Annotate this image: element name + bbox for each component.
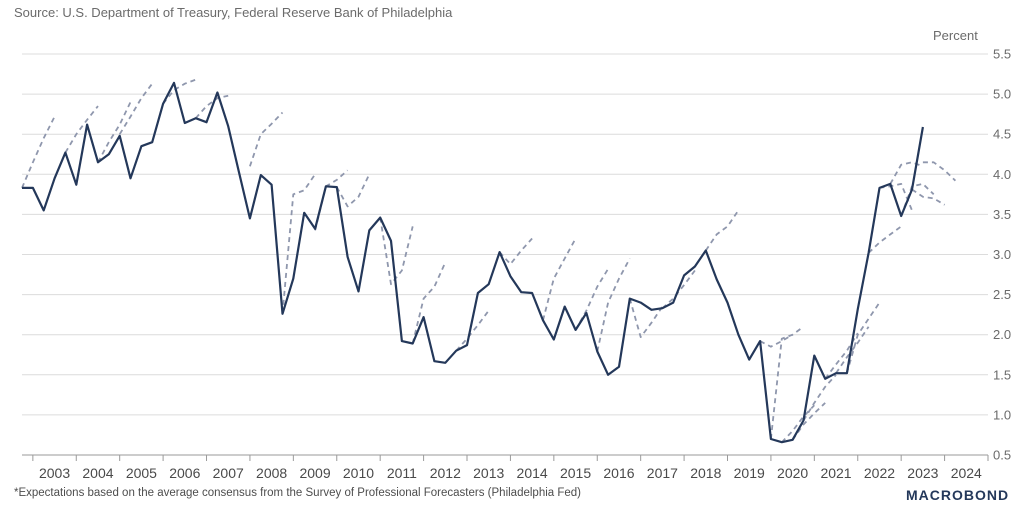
forecast-series-line [791, 402, 826, 441]
y-tick-label: 1.5 [993, 367, 1011, 382]
forecast-series-line [911, 188, 946, 206]
forecast-series-line [889, 161, 924, 185]
forecast-series-line [879, 183, 913, 211]
y-tick-label: 0.5 [993, 448, 1011, 463]
forecast-series-line [336, 173, 371, 208]
y-tick-label: 4.5 [993, 127, 1011, 142]
y-tick-label: 2.0 [993, 327, 1011, 342]
y-tick-label: 1.0 [993, 407, 1011, 422]
forecast-series-line [770, 325, 805, 440]
forecast-series-line [802, 374, 837, 421]
forecast-series-line [705, 209, 740, 252]
actual-series-line [22, 81, 924, 444]
forecast-series-line [542, 238, 577, 321]
x-tick-label: 2010 [343, 465, 374, 481]
x-tick-label: 2003 [39, 465, 70, 481]
forecast-series-line [846, 302, 881, 374]
x-tick-label: 2005 [126, 465, 157, 481]
actual-line [22, 81, 924, 444]
x-tick-label: 2017 [647, 465, 678, 481]
source-note: Source: U.S. Department of Treasury, Fed… [14, 5, 453, 20]
x-tick-label: 2007 [213, 465, 244, 481]
forecast-series-line [661, 269, 696, 309]
x-tick-label: 2012 [430, 465, 461, 481]
y-tick-label: 5.0 [993, 87, 1011, 102]
forecast-series-line [21, 116, 56, 189]
y-axis: 5.5 5.0 4.5 4.0 3.5 3.0 2.5 2.0 1.5 1.0 0.5 [993, 47, 1011, 463]
forecast-series-line [249, 111, 284, 167]
x-tick-label: 2014 [517, 465, 548, 481]
x-axis: 2003 2004 2005 2006 2007 2008 2009 2010 2011 2012… [22, 454, 989, 481]
y-tick-label: 2.5 [993, 287, 1011, 302]
forecast-series-line [596, 258, 631, 352]
forecast-series-line [64, 105, 99, 154]
x-tick-label: 2013 [473, 465, 504, 481]
x-tick-label: 2016 [603, 465, 634, 481]
forecast-series-line [498, 237, 533, 265]
forecast-series-line [411, 262, 447, 344]
x-tick-label: 2022 [864, 465, 895, 481]
forecast-series-line [628, 298, 664, 338]
y-tick-label: 5.5 [993, 47, 1011, 62]
y-tick-label: 3.0 [993, 247, 1011, 262]
x-tick-label: 2021 [820, 465, 851, 481]
forecast-series-line [195, 94, 229, 119]
x-tick-label: 2023 [907, 465, 938, 481]
forecast-series-line [97, 101, 132, 163]
forecast-series-line [835, 326, 870, 374]
brand-logo: MACROBOND [906, 487, 1010, 503]
x-tick-label: 2019 [734, 465, 765, 481]
x-tick-label: 2015 [560, 465, 591, 481]
forecast-series-line [759, 333, 794, 348]
x-tick-label: 2020 [777, 465, 808, 481]
forecast-series-line [379, 217, 414, 286]
forecast-series-line [867, 225, 902, 254]
forecast-series-line [900, 183, 935, 217]
x-tick-label: 2024 [951, 465, 982, 481]
x-tick-label: 2009 [299, 465, 330, 481]
y-tick-label: 3.5 [993, 207, 1011, 222]
x-tick-label: 2004 [82, 465, 113, 481]
x-tick-label: 2006 [169, 465, 200, 481]
y-axis-unit-label: Percent [933, 28, 978, 43]
forecast-series-line [922, 161, 957, 182]
x-tick-label: 2018 [690, 465, 721, 481]
grid-lines [22, 53, 988, 456]
y-tick-label: 4.0 [993, 167, 1011, 182]
x-tick-label: 2008 [256, 465, 287, 481]
forecast-series-line [118, 83, 153, 135]
footnote: *Expectations based on the average conse… [14, 487, 582, 499]
x-tick-label: 2011 [387, 465, 417, 481]
